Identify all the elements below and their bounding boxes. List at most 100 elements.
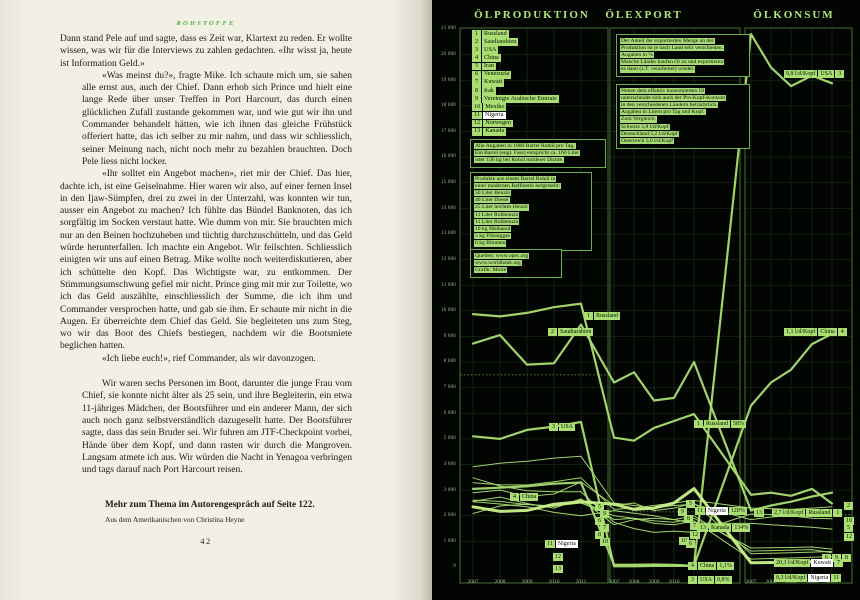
y-tick-label: 21 000	[441, 26, 456, 32]
legend-item-kuwait: 7 Kuwait	[472, 79, 505, 87]
country-number-chip: 1	[833, 509, 843, 517]
info-line: 11 Liter Rohbenzin	[474, 218, 520, 225]
line-label-export: 9	[678, 508, 688, 516]
country-number-chip: 10	[679, 537, 689, 545]
country-name-chip: Vereinigte Arabische Emirate	[482, 94, 559, 103]
country-name-chip: USA	[559, 423, 576, 431]
value-chip: 58%	[731, 420, 747, 428]
country-number-chip: 10	[600, 538, 610, 546]
y-tick-label: 18 000	[441, 103, 456, 109]
x-year-label: 2008	[765, 579, 777, 585]
series-line-USA	[471, 32, 834, 568]
line-label-export: 8	[684, 515, 694, 523]
line-label-production: 2 Saudiarabien	[548, 328, 594, 336]
country-number-chip: 1	[584, 312, 593, 320]
line-label-export: 13 Kanada 134%	[698, 524, 751, 532]
country-number-chip: 8	[684, 515, 693, 523]
country-name-chip: Norwegen	[483, 119, 513, 128]
info-line: oder 136 kg bei Rohöl mittlerer Dichte.	[474, 156, 565, 164]
country-number-chip: 4	[688, 562, 697, 570]
country-number-chip: 12	[844, 533, 854, 541]
line-label-export: 12	[690, 531, 701, 539]
info-line: 10 kg Methanol	[474, 225, 512, 233]
line-label-consumption: 9,8 l/d/Kopf USA 3	[784, 70, 845, 78]
country-name-chip: Venezuela	[482, 70, 512, 79]
y-tick-label: 7 000	[443, 385, 456, 391]
info-line: Angaben in Litern pro Tag und Kopf.	[620, 109, 706, 116]
info-line: 5 kg Flüssiggas	[474, 233, 511, 240]
country-name-chip: China	[520, 493, 539, 501]
legend-item-nigeria: 11 Nigeria	[472, 111, 507, 120]
section-header: ROHSTOFFE	[176, 20, 236, 27]
line-label-export: 7	[690, 522, 700, 530]
value-chip: 0,8%	[715, 576, 732, 584]
line-label-consumption: 20,3 l/d/Kopf Kuwait 7	[774, 559, 844, 567]
country-name-chip: Saudiarabien	[482, 37, 519, 46]
country-name-chip: Russland	[482, 29, 509, 38]
country-number-chip: 11	[695, 507, 705, 515]
country-name-chip: Kanada	[483, 127, 507, 136]
info-line: Deutschland 5,2 l/d/Kopf	[620, 130, 679, 137]
y-tick-label: 1 000	[443, 538, 456, 544]
y-tick-label: 8 000	[443, 359, 456, 365]
value-chip: 134%	[732, 524, 751, 532]
y-tick-label: 14 000	[441, 205, 456, 211]
country-number-chip: 6	[472, 70, 481, 79]
country-number-chip: 11	[831, 574, 842, 582]
chart-title: ÖLPRODUKTION	[474, 9, 590, 21]
country-number-chip: 8	[472, 87, 481, 95]
info-line: Angaben in %	[620, 51, 655, 59]
country-number-chip: 11	[545, 540, 555, 548]
line-label-export: 4 China 1,1%	[688, 562, 735, 570]
country-number-chip: 3	[549, 423, 558, 431]
line-label-consumption: 0,3 l/d/Kopf Nigeria 11	[774, 574, 842, 582]
info-line: in den verschiedenen Ländern beträchtlic…	[620, 101, 719, 109]
info-line: www.worldbank.org	[474, 259, 522, 266]
country-number-chip: 4	[510, 493, 519, 501]
x-year-label: 2008	[494, 579, 506, 585]
line-label-export: 6	[686, 540, 696, 548]
x-year-label: 2009	[785, 579, 797, 585]
value-chip: 120%	[728, 507, 747, 515]
value-chip: 2,7 l/d/Kopf	[772, 509, 806, 517]
legend-item-vereinigte-arabische-emirate: 9 Vereinigte Arabische Emirate	[472, 95, 560, 103]
paragraph: «Was meinst du?», fragte Mike. Ich schau…	[82, 70, 352, 167]
info-line: 50 Liter Benzin	[474, 189, 512, 197]
country-number-chip: 1	[472, 30, 481, 38]
x-year-label: 2007	[745, 579, 757, 585]
line-label-export: 11 Nigeria 120%	[695, 507, 748, 515]
line-label-production: 12	[553, 553, 564, 561]
y-tick-label: 10 000	[441, 308, 456, 314]
country-number-chip: 12	[553, 553, 563, 561]
legend-item-irak: 8 Irak	[472, 87, 497, 95]
y-tick-label: 5 000	[443, 436, 456, 442]
info-line: 40 Liter Diesel	[474, 197, 510, 204]
country-name-chip-highlight: Kuwait	[811, 559, 834, 567]
line-label-production: 10	[600, 538, 611, 546]
y-tick-label: 12 000	[441, 256, 456, 262]
info-box-sources: Quellen: www.opec.org www.worldbank.org Gr…	[470, 249, 562, 278]
info-line: 6 kg Bitumen	[474, 240, 507, 247]
infographic-page: ÖLPRODUKTION ÖLEXPORT ÖLKONSUM 21 000 20 000…	[432, 0, 860, 600]
info-line: Ein Barrel (engl. Fass) entspricht ca. 1…	[474, 149, 580, 156]
x-year-label: 2011	[575, 579, 587, 585]
country-number-chip: 7	[600, 524, 609, 532]
country-name-chip: USA	[482, 45, 499, 55]
country-number-chip: 9	[678, 508, 687, 516]
series-line-Irak	[472, 499, 833, 554]
country-number-chip: 13	[553, 565, 563, 573]
x-year-label: 2010	[668, 579, 680, 585]
line-label-production: 9	[600, 510, 610, 518]
line-label-production: 13	[553, 565, 564, 573]
country-number-chip: 3	[472, 46, 481, 55]
info-line: Alle Angaben in 1000 Barrel Rohöl pro Ta…	[474, 142, 576, 149]
country-number-chip: 1	[694, 420, 703, 428]
country-number-chip: 12	[472, 119, 483, 128]
legend-item-norwegen: 12 Norwegen	[472, 119, 514, 128]
line-label-export: 5	[686, 500, 696, 508]
y-tick-label: 19 000	[441, 77, 456, 83]
country-name-chip: China	[698, 562, 717, 570]
country-name-chip-highlight: Nigeria	[555, 540, 578, 548]
country-name-chip: USA	[698, 576, 715, 584]
